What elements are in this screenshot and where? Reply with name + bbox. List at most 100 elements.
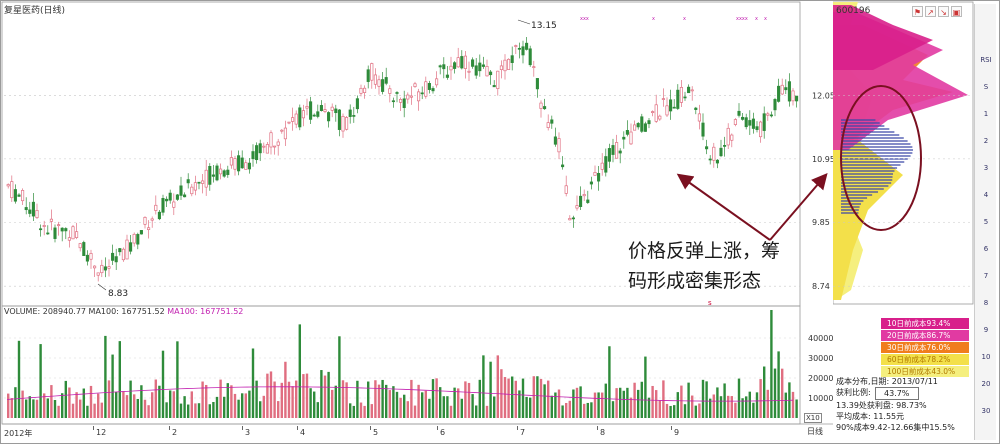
toolbar-button[interactable]: 3	[983, 164, 989, 172]
toolbar-button[interactable]: 6	[983, 245, 989, 253]
toolbar-button[interactable]: 8	[983, 299, 989, 307]
volume-bar	[712, 394, 715, 418]
chip-layer	[833, 5, 933, 70]
volume-bar	[651, 385, 654, 418]
candle	[712, 142, 716, 168]
candle	[741, 112, 745, 121]
tab-daily[interactable]: 日线	[807, 427, 823, 436]
candle	[244, 159, 248, 170]
chip-pane-border	[833, 1, 974, 305]
toolbar-button[interactable]: 7	[983, 272, 989, 280]
volume-bar	[309, 388, 312, 418]
candle	[262, 142, 266, 154]
volume-bar	[10, 398, 13, 418]
toolbar-button[interactable]: 30	[981, 407, 991, 415]
toolbar-button[interactable]: 9	[983, 326, 989, 334]
candle	[121, 247, 125, 262]
candle	[168, 189, 172, 204]
candle	[42, 220, 46, 236]
candle	[773, 97, 777, 117]
volume-bar	[93, 403, 96, 418]
volume-bar	[7, 393, 10, 418]
volume-bar	[57, 405, 60, 418]
toolbar-button[interactable]: 20	[981, 380, 991, 388]
candle	[35, 203, 39, 220]
volume-bar	[655, 390, 658, 418]
candle	[359, 84, 363, 97]
toolbar-button[interactable]: 1	[983, 110, 989, 118]
arrow-up-icon[interactable]: ↗	[925, 6, 936, 17]
toolbar-button[interactable]: 10	[981, 353, 991, 361]
volume-bar	[21, 390, 24, 418]
candle	[78, 242, 82, 252]
candle	[373, 68, 377, 89]
candle	[67, 230, 71, 248]
toolbar-button[interactable]: S	[983, 83, 989, 91]
volume-bar	[349, 403, 352, 418]
volume-bar	[43, 393, 46, 418]
volume-bar	[331, 389, 334, 418]
candle	[478, 54, 482, 77]
volume-bar	[395, 391, 399, 418]
volume-bar	[179, 403, 183, 418]
candle	[319, 100, 323, 112]
volume-bar	[766, 389, 769, 418]
volume-tick-label: 30000	[808, 354, 833, 363]
candle	[129, 235, 133, 255]
volume-bar	[377, 384, 381, 418]
volume-unit-button[interactable]: X10	[804, 413, 822, 423]
toolbar-button[interactable]: 2	[983, 137, 989, 145]
x-tick	[93, 426, 94, 430]
chip-distribution-chart	[833, 1, 974, 305]
candle	[294, 110, 298, 129]
volume-bar	[305, 373, 309, 418]
candle	[445, 65, 449, 80]
volume-bar	[601, 392, 604, 418]
volume-bar	[701, 379, 705, 418]
volume-bar	[784, 392, 787, 418]
toolbar-button[interactable]: 4	[983, 191, 989, 199]
x-tick	[169, 426, 170, 430]
candle	[517, 42, 521, 59]
candle	[784, 79, 788, 95]
candle	[474, 57, 478, 79]
volume-bar	[86, 405, 89, 418]
profit-ratio-value: 43.7%	[874, 387, 919, 400]
volume-bar	[781, 368, 784, 418]
candle	[669, 89, 673, 120]
candle	[377, 75, 381, 95]
toolbar-button[interactable]: 5	[983, 218, 989, 226]
candle	[705, 139, 709, 155]
x-tick-label: 12	[96, 428, 107, 437]
x-tick-label: 6	[440, 428, 446, 437]
candle	[751, 112, 755, 134]
volume-bar	[323, 375, 327, 418]
volume-bar	[521, 378, 525, 418]
volume-bar	[334, 385, 337, 418]
candle	[175, 193, 179, 201]
arrow-down-icon[interactable]: ↘	[938, 6, 949, 17]
volume-bar	[284, 361, 287, 418]
price-tick-label: 10.95	[812, 155, 833, 164]
annotation-line-2: 码形成密集形态	[628, 270, 762, 292]
cost-legend-item: 10日前成本93.4%	[881, 318, 969, 329]
price-tick-label: 9.85	[812, 218, 830, 227]
candle	[424, 76, 428, 99]
candle	[13, 184, 17, 204]
candle	[777, 78, 781, 103]
volume-bar	[561, 405, 564, 418]
x-tick-label: 4	[300, 428, 306, 437]
candle	[179, 176, 183, 200]
candle	[233, 155, 237, 176]
volume-bar	[485, 405, 489, 418]
high-leader	[517, 19, 531, 25]
volume-bar	[140, 385, 143, 418]
toolbar-button[interactable]: RSI	[980, 56, 992, 64]
candle	[600, 153, 604, 176]
flag-icon[interactable]: ⚑	[912, 6, 923, 17]
candle	[643, 121, 647, 132]
settings-icon[interactable]: ▣	[951, 6, 962, 17]
volume-bar	[543, 384, 546, 418]
volume-bar	[118, 341, 121, 418]
candle	[10, 175, 14, 202]
